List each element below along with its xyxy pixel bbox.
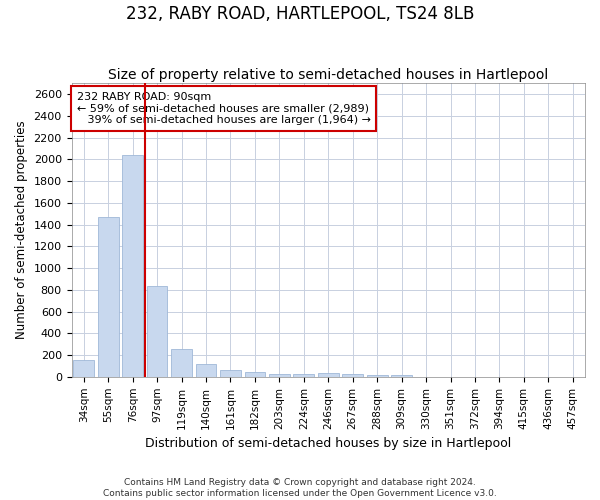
Bar [220,370,241,377]
Text: 232 RABY ROAD: 90sqm
← 59% of semi-detached houses are smaller (2,989)
   39% of: 232 RABY ROAD: 90sqm ← 59% of semi-detac… [77,92,371,125]
Bar [343,374,363,377]
Bar [269,374,290,377]
Bar [122,155,143,377]
Bar [147,286,167,377]
Bar [73,360,94,377]
Y-axis label: Number of semi-detached properties: Number of semi-detached properties [15,120,28,340]
Bar [318,373,338,377]
Bar [245,372,265,377]
Bar [196,364,217,377]
Bar [98,217,119,377]
Bar [171,349,192,377]
Title: Size of property relative to semi-detached houses in Hartlepool: Size of property relative to semi-detach… [108,68,548,82]
Bar [391,375,412,377]
Bar [293,374,314,377]
Text: 232, RABY ROAD, HARTLEPOOL, TS24 8LB: 232, RABY ROAD, HARTLEPOOL, TS24 8LB [126,5,474,23]
Text: Contains HM Land Registry data © Crown copyright and database right 2024.
Contai: Contains HM Land Registry data © Crown c… [103,478,497,498]
X-axis label: Distribution of semi-detached houses by size in Hartlepool: Distribution of semi-detached houses by … [145,437,511,450]
Bar [367,374,388,377]
